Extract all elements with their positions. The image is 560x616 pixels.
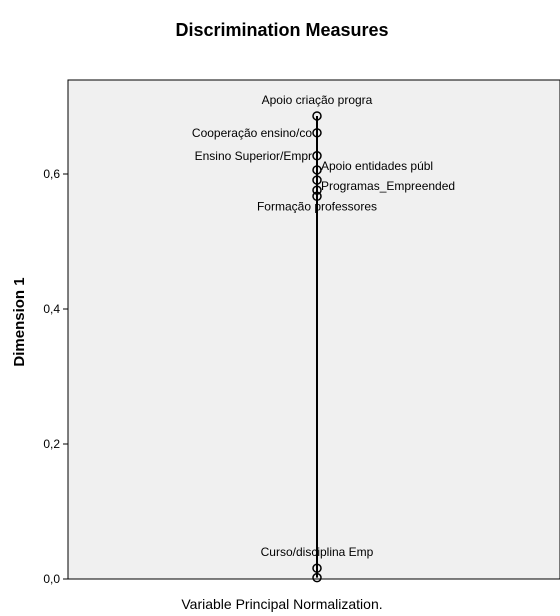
point-label: Apoio entidades públ	[321, 159, 433, 173]
point-label: Cooperação ensino/co	[192, 126, 312, 140]
y-tick-label: 0,0	[43, 572, 60, 586]
point-label: Curso/disciplina Emp	[261, 545, 374, 559]
data-point	[312, 175, 322, 185]
y-axis-title: Dimension 1	[11, 277, 28, 366]
y-tick-label: 0,6	[43, 167, 60, 181]
data-point	[312, 111, 322, 121]
point-label: Apoio criação progra	[262, 93, 373, 107]
point-label: Ensino Superior/Empr	[195, 149, 312, 163]
y-tick-label: 0,4	[43, 302, 60, 316]
chart-title: Discrimination Measures	[175, 20, 388, 40]
data-point	[312, 128, 322, 138]
data-point	[312, 572, 322, 583]
plot-area	[67, 79, 560, 580]
point-label: Programas_Empreended	[321, 179, 455, 193]
data-point	[312, 185, 322, 195]
data-point	[312, 165, 322, 175]
y-tick-label: 0,2	[43, 437, 60, 451]
data-point	[312, 191, 322, 202]
footnote: Variable Principal Normalization.	[181, 596, 382, 612]
data-point	[312, 563, 322, 573]
y-axis: 0,0 0,2 0,4 0,6	[43, 167, 68, 586]
series-group: Apoio criação progra Cooperação ensino/co…	[192, 93, 455, 583]
point-label: Formação professores	[257, 199, 377, 213]
data-point	[312, 151, 322, 161]
